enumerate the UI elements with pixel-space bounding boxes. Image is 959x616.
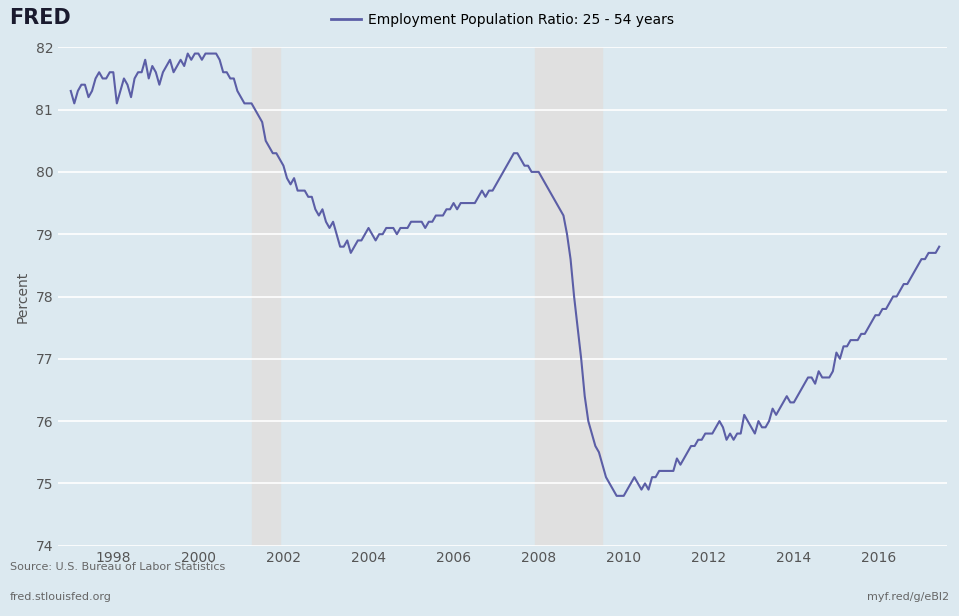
Bar — [251, 47, 280, 546]
Bar — [535, 47, 602, 546]
Text: Source: U.S. Bureau of Labor Statistics: Source: U.S. Bureau of Labor Statistics — [10, 562, 224, 572]
Text: FRED: FRED — [10, 7, 71, 28]
Y-axis label: Percent: Percent — [16, 270, 30, 323]
Legend: Employment Population Ratio: 25 - 54 years: Employment Population Ratio: 25 - 54 yea… — [325, 7, 680, 33]
Text: fred.stlouisfed.org: fred.stlouisfed.org — [10, 592, 111, 602]
Text: myf.red/g/eBl2: myf.red/g/eBl2 — [867, 592, 949, 602]
